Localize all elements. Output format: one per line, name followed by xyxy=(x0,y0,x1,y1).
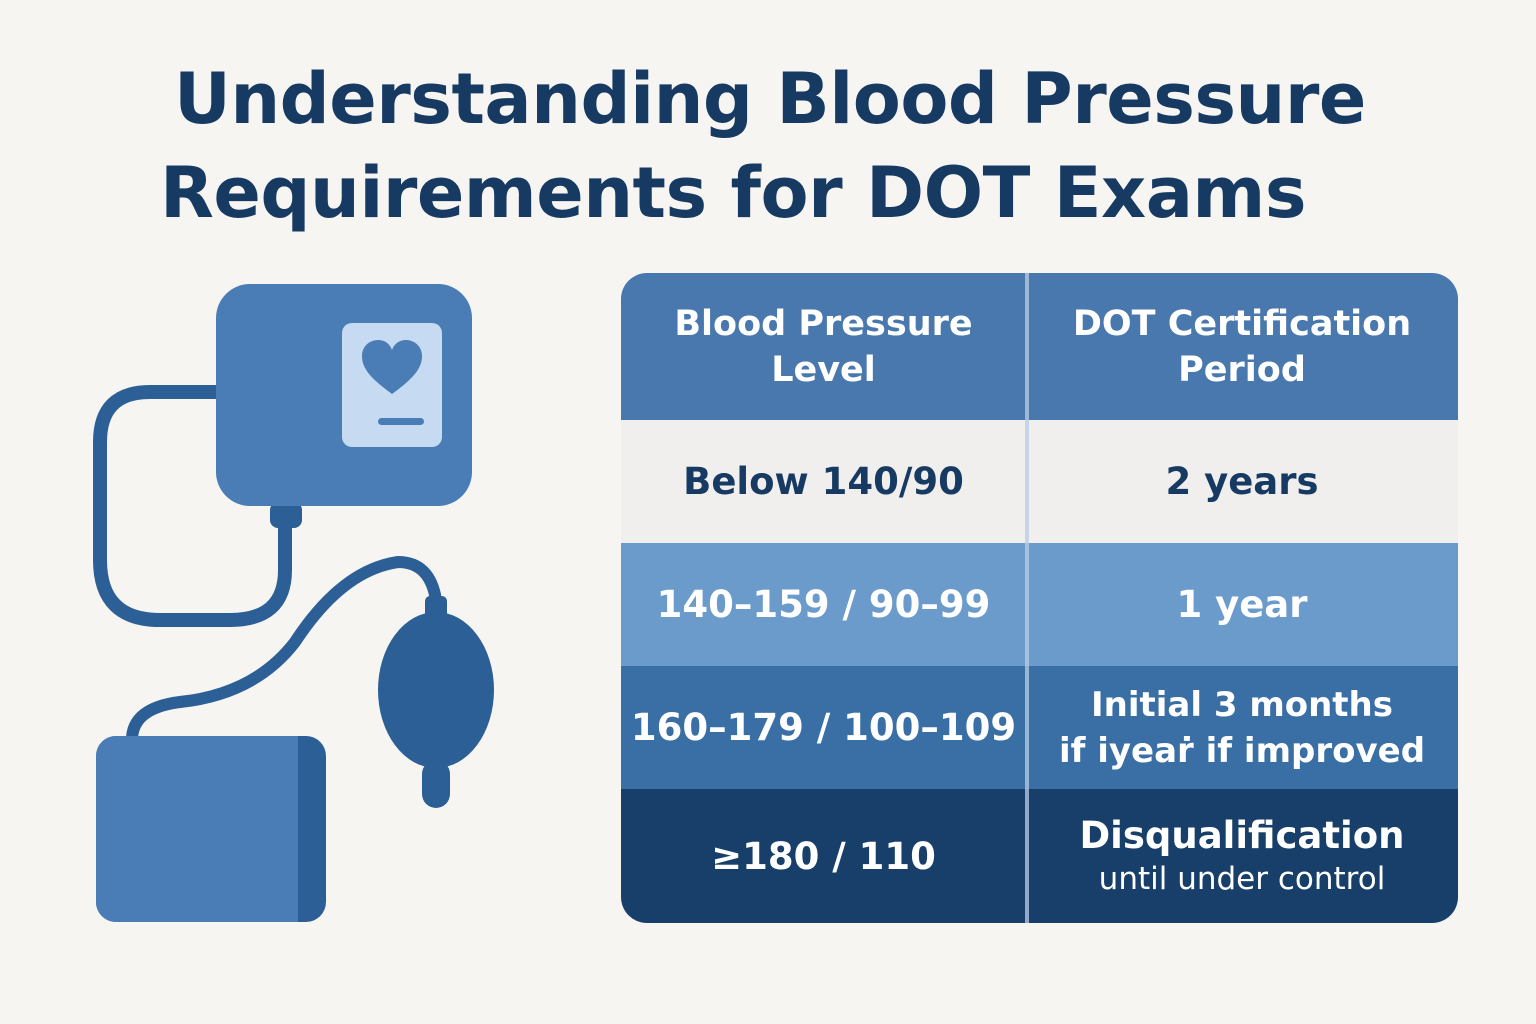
bulb-icon xyxy=(378,612,494,768)
screen-bar-icon xyxy=(378,418,424,425)
bp-requirements-table: Blood Pressure Level DOT Certification P… xyxy=(621,273,1458,923)
period-cell: 1 year xyxy=(1176,583,1308,626)
bulb-tip-icon xyxy=(422,760,450,808)
bulb-tube-icon xyxy=(126,555,442,746)
column-divider xyxy=(1025,273,1029,923)
title-line-1: Understanding Blood Pressure xyxy=(174,58,1366,140)
page-title: Understanding Blood Pressure Requirement… xyxy=(160,52,1410,240)
monitor-tube-icon xyxy=(93,385,292,627)
table-row: ≥180 / 110 Disqualification until under … xyxy=(621,789,1458,923)
heart-icon xyxy=(362,340,422,394)
cuff-icon xyxy=(96,736,296,922)
header-certification-period: DOT Certification Period xyxy=(1072,303,1412,390)
period-cell: Initial 3 months if iyeaṙ if improved xyxy=(1058,684,1426,771)
blood-pressure-monitor-icon xyxy=(93,284,494,922)
table-row: 140–159 / 90–99 1 year xyxy=(621,543,1458,666)
header-bp-level: Blood Pressure Level xyxy=(674,303,973,390)
period-cell: Disqualification until under control xyxy=(1079,814,1405,897)
table-row: Below 140/90 2 years xyxy=(621,420,1458,543)
table-header-row: Blood Pressure Level DOT Certification P… xyxy=(621,273,1458,420)
bp-level-cell: 160–179 / 100–109 xyxy=(630,706,1017,749)
tube-connector-icon xyxy=(270,502,302,528)
bp-level-cell: 140–159 / 90–99 xyxy=(656,583,991,626)
bp-level-cell: Below 140/90 xyxy=(683,460,964,503)
bp-level-cell: ≥180 / 110 xyxy=(711,834,936,878)
table-row: 160–179 / 100–109 Initial 3 months if iy… xyxy=(621,666,1458,789)
period-cell: 2 years xyxy=(1165,460,1319,503)
title-line-2: Requirements for DOT Exams xyxy=(160,152,1307,234)
